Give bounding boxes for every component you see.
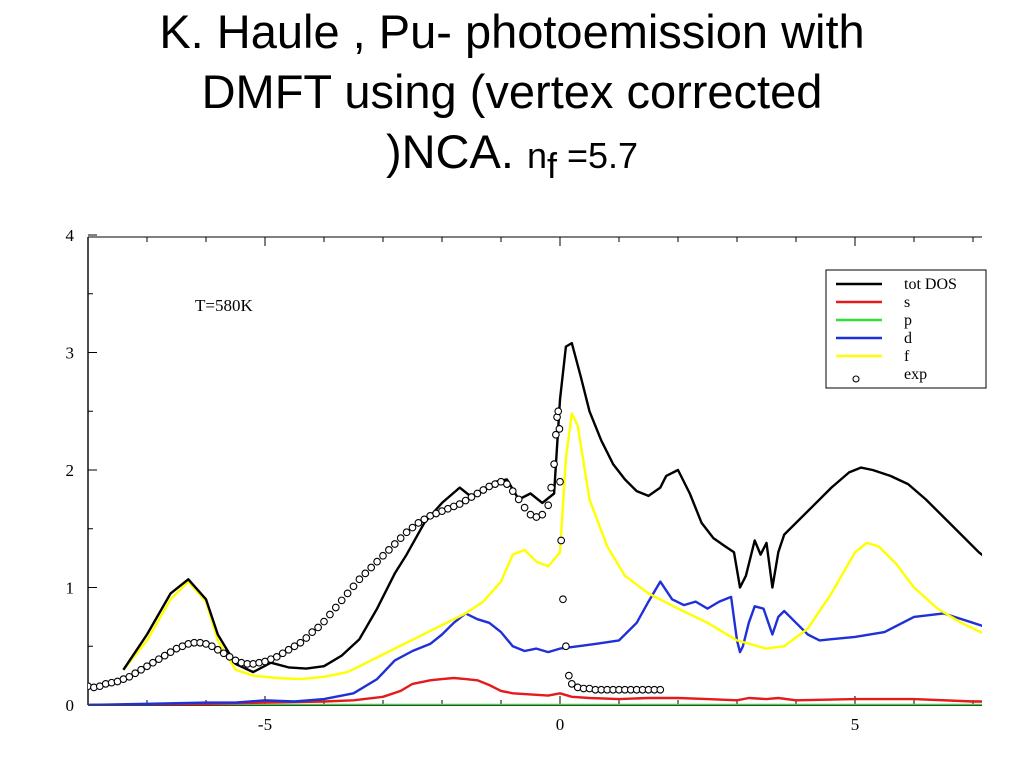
exp-point xyxy=(547,483,556,492)
exp-point xyxy=(461,496,470,505)
exp-point xyxy=(544,501,553,510)
exp-point xyxy=(538,510,547,519)
exp-point xyxy=(508,487,517,496)
exp-point xyxy=(420,515,429,524)
exp-point xyxy=(160,651,169,660)
series-line-s xyxy=(88,676,982,705)
exp-point xyxy=(385,546,393,554)
exp-point xyxy=(455,500,464,508)
exp-point xyxy=(219,649,228,658)
exp-point xyxy=(278,649,287,658)
exp-point xyxy=(272,652,281,661)
exp-point xyxy=(290,642,299,651)
temperature-annotation: T=580K xyxy=(195,296,253,315)
exp-point xyxy=(361,569,370,578)
exp-point xyxy=(550,460,558,468)
exp-point xyxy=(479,486,488,494)
exp-point xyxy=(414,519,423,527)
exp-point xyxy=(408,523,417,532)
y-tick-label: 3 xyxy=(66,344,75,363)
title-nf-value: =5.7 xyxy=(556,135,639,176)
legend-marker-exp xyxy=(852,375,860,383)
exp-point xyxy=(402,528,411,537)
exp-point xyxy=(567,679,576,688)
y-tick-label: 0 xyxy=(66,696,75,715)
exp-point xyxy=(302,634,311,642)
legend-box xyxy=(825,269,987,389)
exp-point xyxy=(557,536,566,545)
legend-label: d xyxy=(904,330,912,347)
exp-point xyxy=(467,493,476,501)
exp-point xyxy=(396,534,405,543)
legend-label: p xyxy=(904,312,912,329)
chart-series xyxy=(88,341,982,705)
exp-point xyxy=(213,645,222,654)
series-exp-markers xyxy=(88,407,665,694)
exp-point xyxy=(390,540,399,548)
exp-point xyxy=(131,669,140,678)
title-nf-symbol: n xyxy=(526,135,547,176)
exp-point xyxy=(125,672,134,681)
exp-point xyxy=(225,652,234,661)
exp-point xyxy=(326,610,334,619)
exp-point xyxy=(308,628,317,637)
exp-point xyxy=(473,489,482,498)
exp-point xyxy=(208,642,216,651)
exp-point xyxy=(343,589,352,598)
exp-point xyxy=(349,582,358,591)
exp-point xyxy=(379,551,387,560)
exp-point xyxy=(503,480,511,488)
series-line-f xyxy=(122,412,982,681)
exp-point xyxy=(564,671,573,680)
exp-point xyxy=(520,503,529,512)
exp-point xyxy=(559,595,567,604)
exp-point xyxy=(331,603,340,612)
title-nf-subscript: f xyxy=(546,145,557,186)
exp-point xyxy=(320,617,328,626)
title-line-1: K. Haule , Pu- photoemission with xyxy=(159,5,865,58)
x-tick-label: 0 xyxy=(556,715,565,734)
exp-point xyxy=(166,648,175,656)
x-tick-label: -5 xyxy=(258,715,272,734)
y-tick-label: 1 xyxy=(66,579,75,598)
exp-point xyxy=(284,645,293,654)
y-tick-label: 2 xyxy=(66,461,75,480)
exp-point xyxy=(554,407,563,416)
title-line-2: DMFT using (vertex corrected xyxy=(201,65,823,118)
slide-title: K. Haule , Pu- photoemission with DMFT u… xyxy=(0,2,1024,196)
exp-point xyxy=(137,665,145,674)
exp-point xyxy=(154,655,163,664)
exp-point xyxy=(373,557,381,566)
exp-point xyxy=(514,495,523,504)
exp-point xyxy=(337,596,346,605)
title-line-3: )NCA. nf =5.7 xyxy=(0,122,1024,196)
exp-point xyxy=(555,425,564,433)
legend-label: f xyxy=(904,348,910,365)
exp-point xyxy=(552,430,560,439)
exp-point xyxy=(143,662,151,671)
legend-label: tot DOS xyxy=(904,276,957,293)
exp-point xyxy=(296,638,305,647)
series-line-d xyxy=(88,580,982,705)
legend-label: exp xyxy=(904,366,927,383)
legend-label: s xyxy=(904,294,910,311)
exp-point xyxy=(149,658,157,667)
exp-point xyxy=(656,685,665,694)
title-line-3-a: )NCA. xyxy=(385,125,527,178)
series-line-tot-dos xyxy=(122,341,982,674)
exp-point xyxy=(556,477,564,486)
exp-point xyxy=(314,623,322,632)
x-tick-label: 5 xyxy=(851,715,860,734)
exp-point xyxy=(562,642,570,651)
exp-point xyxy=(367,563,376,572)
exp-point xyxy=(355,575,364,584)
y-tick-label: 4 xyxy=(66,226,75,245)
